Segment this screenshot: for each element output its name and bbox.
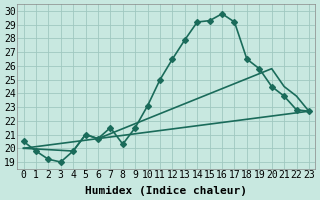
X-axis label: Humidex (Indice chaleur): Humidex (Indice chaleur) <box>85 186 247 196</box>
